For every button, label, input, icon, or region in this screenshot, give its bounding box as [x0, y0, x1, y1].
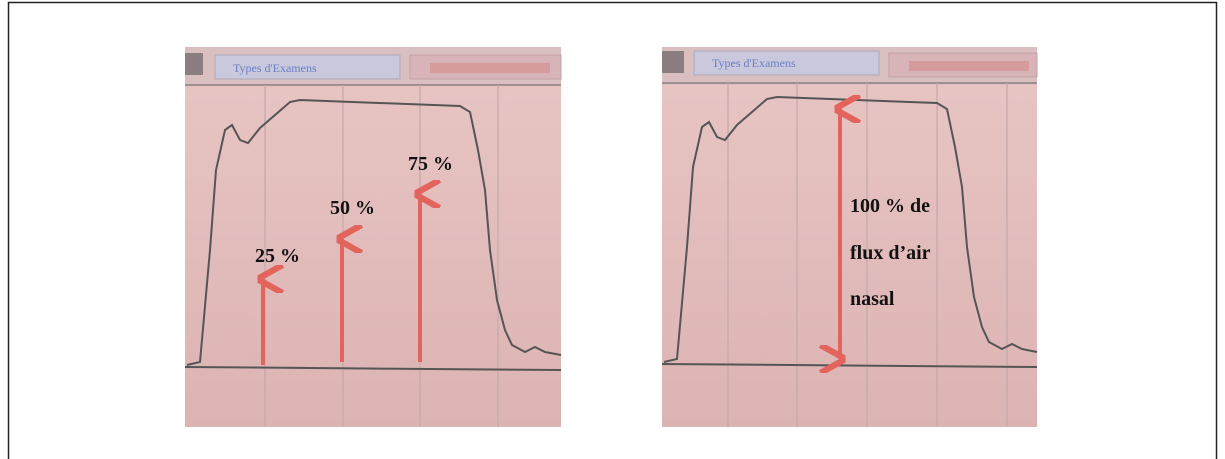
left-photo: Types d'Examens 25 % 50 % 75 %: [184, 47, 562, 427]
arrow-label: 25 %: [255, 245, 300, 267]
arrow-label: nasal: [850, 288, 895, 310]
frame: [7, 1, 1218, 459]
arrow-label: flux d’air: [850, 242, 931, 264]
arrow-label: 75 %: [408, 153, 453, 175]
arrow-label: 50 %: [330, 197, 375, 219]
tab-label: Types d'Examens: [233, 61, 317, 75]
tab-label: Types d'Examens: [712, 56, 796, 70]
arrow-label: 100 % de: [850, 195, 930, 217]
right-photo: Types d'Examens 100 % de flux d’air nasa…: [661, 47, 1038, 427]
